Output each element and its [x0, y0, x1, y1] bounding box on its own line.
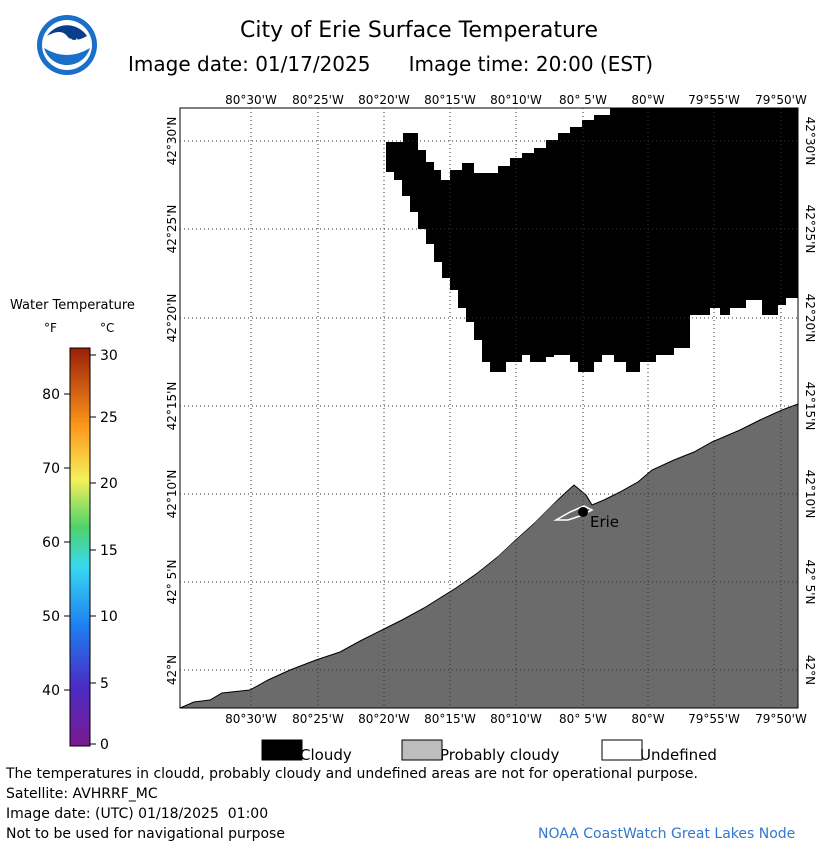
lat-label: 42° 5'N [803, 560, 817, 605]
lon-labels-bottom: 80°30'W 80°25'W 80°20'W 80°15'W 80°10'W … [225, 712, 807, 726]
land-probably-cloudy [179, 403, 799, 709]
lon-label: 80°30'W [225, 93, 277, 107]
lon-label: 80° 5'W [559, 712, 607, 726]
legend-swatch-undefined [601, 739, 643, 761]
graticule [180, 108, 798, 708]
lon-label: 79°50'W [755, 93, 807, 107]
cloud-mask [386, 108, 798, 372]
credit-link[interactable]: NOAA CoastWatch Great Lakes Node [538, 826, 796, 842]
shoreline [181, 481, 575, 705]
lat-label: 42°15'N [165, 382, 179, 431]
unit-celsius: °C [100, 321, 114, 335]
c-tick: 10 [100, 609, 118, 625]
colorbar-title: Water Temperature [10, 298, 135, 313]
colorbar-ticks [64, 354, 96, 745]
lat-labels-right: 42°30'N 42°25'N 42°20'N 42°15'N 42°10'N … [803, 117, 817, 686]
lon-label: 80°15'W [424, 93, 476, 107]
f-tick: 50 [42, 609, 60, 625]
legend-swatch-probably-cloudy [401, 739, 443, 761]
image-date: Image date: 01/17/2025 [128, 52, 371, 76]
c-tick: 5 [100, 676, 109, 692]
lat-label: 42°15'N [803, 382, 817, 431]
lat-label: 42° 5'N [165, 560, 179, 605]
lon-label: 80°20'W [358, 712, 410, 726]
legend-swatch-cloudy [261, 739, 303, 761]
navigation-warning: Not to be used for navigational purpose [6, 826, 285, 842]
colorbar-f-labels: 80 70 60 50 40 [42, 387, 60, 699]
lon-label: 80°W [631, 712, 664, 726]
c-tick: 15 [100, 543, 118, 559]
lon-label: 80°10'W [490, 712, 542, 726]
f-tick: 70 [42, 461, 60, 477]
lon-label: 80°25'W [292, 93, 344, 107]
c-tick: 0 [100, 737, 109, 753]
legend-label-undefined: Undefined [640, 746, 717, 764]
lon-label: 80° 5'W [559, 93, 607, 107]
lat-label: 42°20'N [165, 294, 179, 343]
logo-text: NOAA [54, 37, 80, 47]
lat-label: 42°10'N [165, 470, 179, 519]
lon-label: 79°55'W [688, 712, 740, 726]
lon-label: 79°55'W [688, 93, 740, 107]
image-time: Image time: 20:00 (EST) [408, 52, 654, 76]
disclaimer-text: The temperatures in cloudd, probably clo… [6, 766, 698, 782]
utc-date-text: Image date: (UTC) 01/18/2025 01:00 [6, 806, 269, 822]
lon-label: 80°20'W [358, 93, 410, 107]
lon-label: 80°10'W [490, 93, 542, 107]
lon-label: 79°50'W [755, 712, 807, 726]
lon-label: 80°30'W [225, 712, 277, 726]
f-tick: 80 [42, 387, 60, 403]
lat-label: 42°25'N [803, 205, 817, 254]
city-label-erie: Erie [590, 513, 619, 531]
lon-labels-top: 80°30'W 80°25'W 80°20'W 80°15'W 80°10'W … [225, 93, 807, 107]
lat-label: 42°25'N [165, 205, 179, 254]
legend-label-cloudy: Cloudy [300, 746, 352, 764]
satellite-text: Satellite: AVHRRF_MC [6, 786, 158, 802]
erie-city-marker [578, 507, 588, 517]
c-tick: 25 [100, 410, 118, 426]
temperature-colorbar [69, 347, 91, 747]
lat-label: 42°30'N [165, 117, 179, 166]
lon-label: 80°W [631, 93, 664, 107]
page-title: City of Erie Surface Temperature [239, 18, 599, 43]
lat-label: 42°10'N [803, 470, 817, 519]
lat-label: 42°30'N [803, 117, 817, 166]
c-tick: 20 [100, 476, 118, 492]
lat-label: 42°N [165, 655, 179, 685]
lat-label: 42°20'N [803, 294, 817, 343]
colorbar-c-labels: 30 25 20 15 10 5 0 [100, 348, 118, 753]
lat-label: 42°N [803, 655, 817, 685]
c-tick: 30 [100, 348, 118, 364]
f-tick: 40 [42, 683, 60, 699]
lon-label: 80°15'W [424, 712, 476, 726]
lon-label: 80°25'W [292, 712, 344, 726]
noaa-logo-icon: NOAA [37, 15, 97, 75]
lat-labels-left: 42°30'N 42°25'N 42°20'N 42°15'N 42°10'N … [165, 117, 179, 686]
unit-fahrenheit: °F [44, 321, 57, 335]
f-tick: 60 [42, 535, 60, 551]
image-date-time: Image date: 01/17/2025 Image time: 20:00… [128, 52, 653, 76]
legend-label-probably-cloudy: Probably cloudy [440, 746, 559, 764]
